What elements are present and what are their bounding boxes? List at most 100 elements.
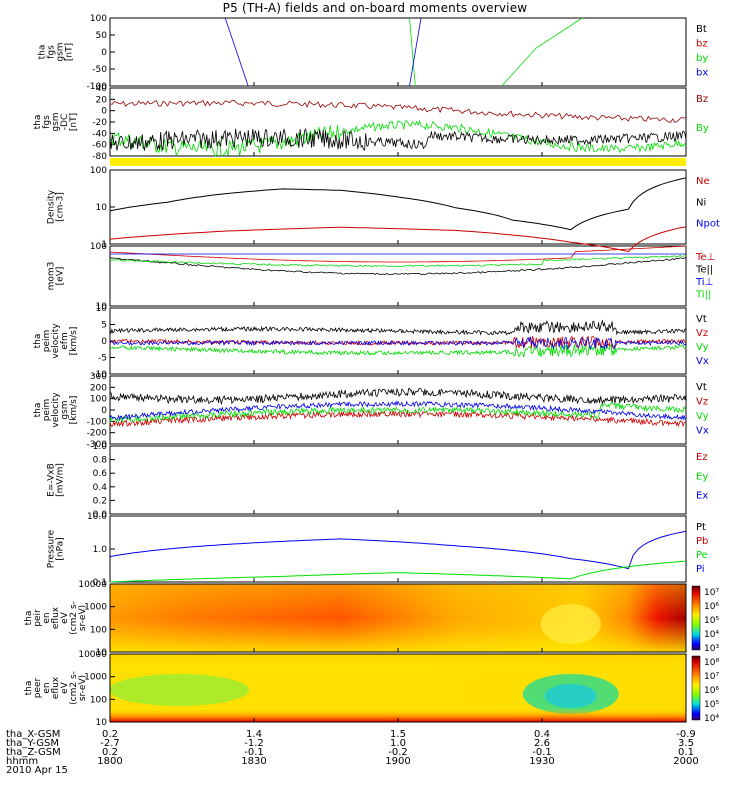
y-axis-label: en <box>42 682 52 693</box>
colorbar <box>691 655 701 721</box>
colorbar-tick-label: 10⁵ <box>704 700 719 710</box>
y-tick-label: 0.1 <box>93 578 107 588</box>
y-axis-label: peir <box>33 609 43 627</box>
colorbar-tick-label: 10⁴ <box>704 630 719 640</box>
y-tick-label: -100 <box>87 82 108 92</box>
vx-gsm-line <box>109 400 687 421</box>
ephemeris-value: 1.4 <box>246 729 262 740</box>
legend-entry: Ni <box>696 197 706 208</box>
ephemeris-value: 2000 <box>673 756 699 767</box>
ephemeris-value: 2.6 <box>534 738 550 749</box>
y-tick-label: 1 <box>101 240 107 250</box>
y-tick-label: 10.0 <box>87 512 107 522</box>
y-tick-label: -300 <box>87 440 108 450</box>
y-axis-label: tha <box>33 403 43 418</box>
legend-entry: Pi <box>696 564 705 575</box>
density-Ne-line <box>109 226 687 253</box>
y-tick-label: 100 <box>90 695 107 705</box>
y-tick-label: 0.2 <box>93 496 107 506</box>
y-axis-label: Density <box>47 189 57 224</box>
ephemeris-value: 0.4 <box>534 729 550 740</box>
legend-entry: Vx <box>696 356 709 367</box>
y-tick-label: 100 <box>90 625 107 635</box>
y-axis-label: [km/s] <box>69 327 79 356</box>
legend-entry: Pb <box>696 536 708 547</box>
y-axis-label: tha <box>33 334 43 349</box>
y-axis-label: (cm2 s- <box>69 601 79 635</box>
density-Ni-line <box>109 177 687 231</box>
colorbar-tick-label: 10³ <box>704 644 719 654</box>
y-axis-label: eV <box>60 681 70 694</box>
y-tick-label: 100 <box>90 395 107 405</box>
y-tick-label: -10 <box>92 370 107 380</box>
ephemeris-value: -0.1 <box>532 747 552 758</box>
legend-entry: Te⊥ <box>695 252 715 263</box>
y-tick-label: 10000 <box>78 580 107 590</box>
colorbar-tick-label: 10⁴ <box>704 714 719 724</box>
by-line <box>409 17 416 87</box>
ephemeris-value: 0.2 <box>102 747 118 758</box>
y-tick-label: 0 <box>101 107 107 117</box>
y-tick-label: 0.6 <box>93 469 108 479</box>
y-axis-label: [mV/m] <box>56 463 66 497</box>
y-axis-label: fgs <box>47 45 57 59</box>
y-axis-label: sr-eV) <box>78 675 88 701</box>
y-axis-label: tha <box>24 611 34 626</box>
ion-spectrogram-feature <box>540 604 601 644</box>
legend-entry: Ey <box>696 471 708 482</box>
y-axis-label: en <box>42 612 52 623</box>
y-axis-label: gsm <box>51 112 61 131</box>
y-tick-label: -20 <box>92 118 107 128</box>
ephemeris-value: -0.9 <box>676 729 696 740</box>
y-tick-label: 10000 <box>78 650 107 660</box>
bz-line <box>109 99 687 123</box>
y-axis-label: sr-eV) <box>78 605 88 631</box>
legend-entry: Vy <box>696 342 709 353</box>
legend-entry: Pt <box>696 522 706 533</box>
pressure-Pe-line <box>109 560 687 583</box>
y-tick-label: -60 <box>92 141 107 151</box>
ephemeris-value: 1930 <box>529 756 555 767</box>
legend-entry: bx <box>696 68 708 79</box>
ephemeris-value: -0.2 <box>388 747 408 758</box>
position-flag-bar <box>110 158 686 166</box>
y-tick-label: -50 <box>92 65 107 75</box>
vt-gsm-line <box>109 387 687 406</box>
ti-par-line <box>109 254 687 268</box>
y-tick-label: 10 <box>96 302 108 312</box>
y-axis-label: -DC <box>60 114 70 130</box>
y-tick-label: 10 <box>96 203 108 213</box>
colorbar-tick-label: 10⁷ <box>704 588 719 598</box>
electron-spectrogram-overlay <box>110 654 686 722</box>
bx-line <box>409 17 422 87</box>
legend-entry: Vx <box>696 426 709 437</box>
bt-line <box>109 128 687 152</box>
y-axis-label: eflux <box>51 676 61 699</box>
y-tick-label: -5 <box>98 354 107 364</box>
legend-entry: bz <box>696 39 708 50</box>
y-tick-label: -40 <box>92 129 107 139</box>
y-axis-label: mom3 <box>47 262 57 291</box>
vt-line <box>109 319 687 336</box>
legend-entry: Vz <box>696 328 708 339</box>
ephemeris-value: -2.7 <box>100 738 120 749</box>
y-tick-label: 200 <box>90 383 107 393</box>
y-tick-label: 300 <box>90 372 107 382</box>
y-tick-label: 0 <box>101 406 107 416</box>
y-axis-label: peer <box>33 677 43 698</box>
y-tick-label: 1.0 <box>93 545 108 555</box>
colorbar-tick-label: 10⁶ <box>704 686 719 696</box>
ephemeris-value: 1.0 <box>390 738 406 749</box>
y-axis-label: [nPa] <box>56 537 66 560</box>
y-axis-label: Pressure <box>47 529 57 568</box>
y-tick-label: 40 <box>96 84 108 94</box>
y-tick-label: 1000 <box>84 673 107 683</box>
ephemeris-label: hhmm <box>6 756 39 767</box>
y-tick-label: 10 <box>96 304 108 314</box>
ephemeris-value: 0.1 <box>678 747 694 758</box>
y-axis-label: gsm <box>56 42 66 61</box>
y-axis-label: [eV] <box>56 267 66 286</box>
y-axis-label: [cm-3] <box>56 192 66 222</box>
y-axis-label: [km/s] <box>69 396 79 425</box>
